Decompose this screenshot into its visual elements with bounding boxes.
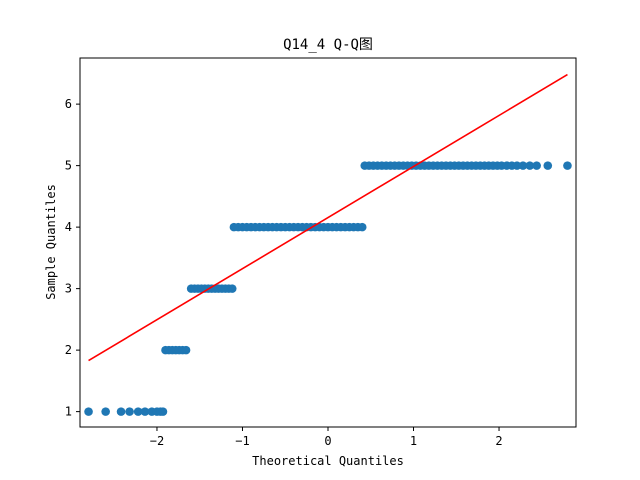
reference-line bbox=[88, 73, 568, 362]
x-tick-label: −2 bbox=[150, 434, 164, 448]
data-point bbox=[227, 284, 237, 293]
y-axis-ticks: 1 2 3 4 5 6 bbox=[65, 97, 80, 419]
data-point bbox=[133, 407, 143, 416]
reference-line-layer bbox=[88, 73, 568, 362]
data-point bbox=[101, 407, 110, 416]
y-tick-label: 6 bbox=[65, 97, 72, 111]
data-point bbox=[357, 222, 367, 232]
y-tick-label: 1 bbox=[65, 405, 72, 419]
data-point bbox=[84, 407, 93, 416]
data-point bbox=[140, 407, 150, 416]
x-tick-label: −1 bbox=[235, 434, 249, 448]
y-tick-label: 5 bbox=[65, 159, 72, 173]
data-point bbox=[125, 407, 134, 416]
data-point bbox=[563, 161, 572, 170]
data-point bbox=[543, 161, 553, 170]
x-tick-label: 1 bbox=[410, 434, 417, 448]
chart-title: Q14_4 Q-Q图 bbox=[283, 37, 373, 53]
data-point bbox=[181, 345, 191, 355]
x-tick-label: 2 bbox=[495, 434, 502, 448]
x-tick-label: 0 bbox=[324, 434, 331, 448]
y-tick-label: 3 bbox=[65, 282, 72, 296]
data-point bbox=[116, 407, 126, 416]
data-point bbox=[158, 407, 168, 416]
y-tick-label: 4 bbox=[65, 220, 72, 234]
data-point bbox=[512, 161, 522, 170]
y-tick-label: 2 bbox=[65, 343, 72, 357]
x-axis-label: Theoretical Quantiles bbox=[252, 454, 404, 468]
data-point bbox=[525, 161, 535, 170]
data-points bbox=[84, 161, 572, 416]
y-axis-label: Sample Quantiles bbox=[44, 184, 58, 300]
data-point bbox=[518, 161, 528, 170]
x-axis-ticks: −2 −1 0 1 2 bbox=[150, 427, 503, 448]
data-point bbox=[532, 161, 541, 170]
